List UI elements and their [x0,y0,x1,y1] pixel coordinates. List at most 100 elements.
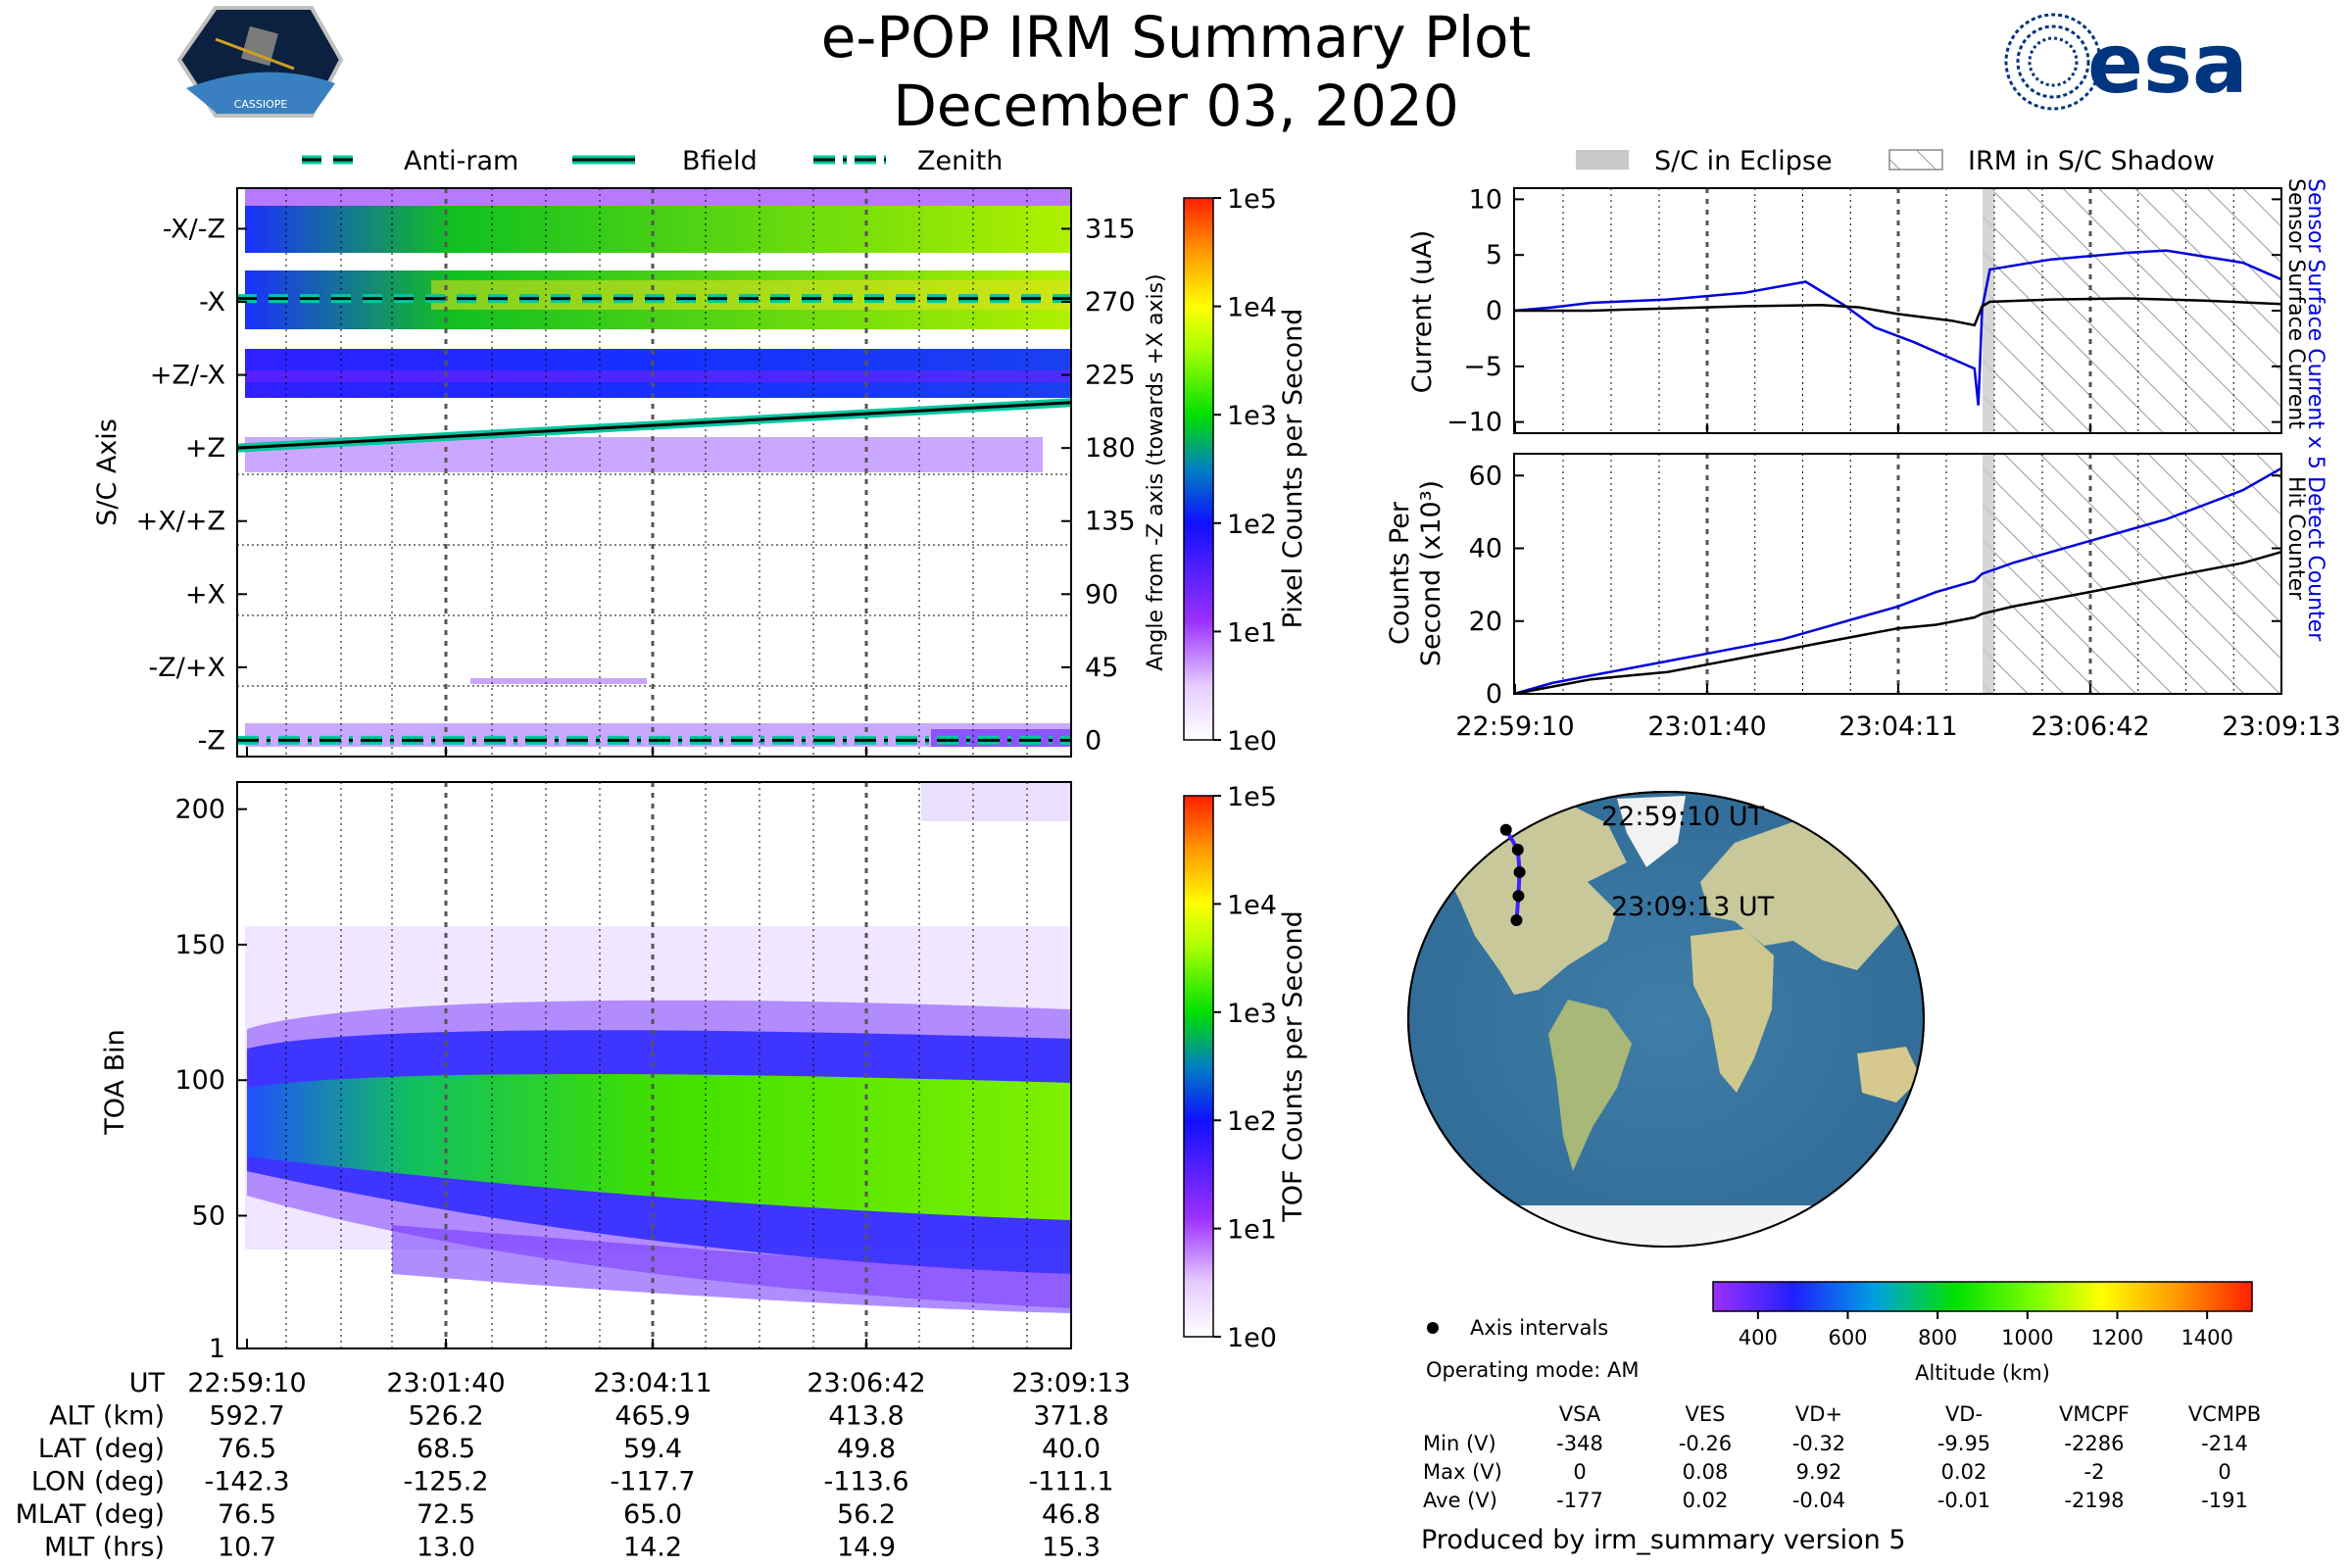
angle-tick-label: 270 [1085,287,1136,318]
ephemeris-cell: 23:04:11 [593,1368,711,1398]
colorbar-tick-label: 1e5 [1227,782,1277,812]
counts-ylabel-line2: Second (x10³) [1416,480,1446,666]
world-map: 22:59:10 UT 23:09:13 UT [1407,791,1925,1248]
axis-intervals-label: Axis intervals [1470,1316,1608,1340]
cassiope-patch-text: CASSIOPE [234,98,288,111]
ephemeris-cell: -117.7 [610,1467,695,1497]
ephemeris-cell: 10.7 [218,1533,276,1563]
header: CASSIOPE e-POP IRM Summary Plot December… [176,4,2248,139]
time-tick-label: 23:04:11 [1838,711,1957,742]
toa-low-band [392,1225,1071,1313]
line-panel-tick-label: −5 [1463,352,1502,382]
sc-axis-tick-label: -X/-Z [163,214,225,244]
operating-mode: Operating mode: AM [1426,1358,1639,1382]
voltage-column-header: VD- [1945,1402,1983,1426]
angle-tick-label: 45 [1085,653,1118,683]
ephemeris-cell: 371.8 [1033,1401,1108,1432]
ephemeris-cell: 56.2 [837,1499,896,1530]
angle-tick-label: 315 [1085,214,1136,244]
counts-panel: Counts Per Second (x10³) 60 40 20 0 Detect … [1385,453,2341,742]
altitude-tick-label: 1000 [2001,1326,2053,1349]
track-point [1512,890,1525,903]
colorbar-tick-label: 1e1 [1227,617,1277,648]
current-panel: Current (uA) 10 5 0 −5 −10 Sensor Surface Cu… [1407,178,2328,469]
line-panel-tick-label: 0 [1486,296,1502,326]
ephemeris-cell: 68.5 [416,1434,475,1464]
altitude-tick-label: 400 [1739,1326,1778,1349]
voltage-cell: -9.95 [1937,1432,1990,1455]
ephemeris-cell: 413.8 [828,1401,904,1432]
current-ylabel: Current (uA) [1407,230,1438,394]
ephemeris-cell: 76.5 [218,1499,276,1530]
voltage-cell: -2 [2084,1460,2105,1484]
altitude-tick-label: 600 [1828,1326,1867,1349]
altitude-tick-label: 1200 [2091,1326,2143,1349]
voltage-cell: 0.02 [1941,1460,1987,1484]
line-panel-tick-label: 20 [1469,607,1502,637]
continent-greenland [1617,796,1686,867]
legend-orientation: Anti-ram Bfield Zenith [302,146,1003,176]
toa-tick-label: 50 [192,1200,225,1231]
voltage-cell: -0.04 [1792,1489,1845,1512]
toa-ylabel: TOA Bin [100,1029,130,1135]
ephemeris-cell: -113.6 [823,1467,908,1497]
voltage-cell: 0.08 [1683,1460,1729,1484]
altitude-colorbar-label: Altitude (km) [1915,1361,2050,1385]
altitude-tick-label: 1400 [2180,1326,2232,1349]
cassiope-mission-patch-icon: CASSIOPE [176,6,344,118]
altitude-tick-label: 800 [1918,1326,1957,1349]
toa-tick-label: 100 [174,1065,225,1096]
voltage-table: VSA VES VD+ VD- VMCPF VCMPB Min (V) -348 -0.26 -0… [1423,1402,2261,1512]
legend-shadow-label: IRM in S/C Shadow [1968,146,2215,176]
voltage-row-label: Max (V) [1423,1460,1502,1484]
voltage-cell: -177 [1556,1489,1603,1512]
voltage-column-header: VES [1686,1402,1726,1426]
info-section: Axis intervals Operating mode: AM VSA VES… [1421,1316,2261,1555]
series-detect-counter [1513,466,2282,696]
ephemeris-cell: 23:06:42 [807,1368,925,1398]
altitude-colorbar: 400 600 800 1000 1200 1400 Altitude (km) [1712,1281,2253,1385]
footer-text: Produced by irm_summary version 5 [1421,1525,1906,1555]
ephemeris-row-label: MLT (hrs) [44,1533,165,1563]
voltage-cell: -2198 [2064,1489,2124,1512]
sc-axis-tick-label: +Z/-X [150,361,225,391]
sc-axis-tick-label: -Z/+X [149,653,225,683]
voltage-cell: -0.26 [1679,1432,1732,1455]
toa-tick-label: 1 [209,1334,225,1364]
sc-axis-tick-label: -X [199,287,225,318]
angle-tick-label: 0 [1085,725,1102,756]
ephemeris-cell: 14.9 [837,1533,896,1563]
track-point [1499,823,1512,836]
ephemeris-cell: 15.3 [1042,1533,1101,1563]
voltage-column-header: VSA [1559,1402,1601,1426]
legend-eclipse-label: S/C in Eclipse [1654,146,1833,176]
legend-bfield-label: Bfield [682,146,758,176]
colorbar-tick-label: 1e3 [1227,401,1277,431]
colorbar-tick-label: 1e1 [1227,1215,1277,1246]
voltage-cell: 9.92 [1796,1460,1842,1484]
pixel-counts-colorbar: 1e0 1e1 1e2 1e3 1e4 1e5 Pixel Counts per Seco… [1183,184,1308,757]
track-end-label: 23:09:13 UT [1611,892,1775,922]
voltage-row-label: Ave (V) [1423,1489,1497,1512]
series-sensor-surface-current [1514,297,2282,327]
legend-shadow: S/C in Eclipse IRM in S/C Shadow [1576,146,2215,176]
colorbar-tick-label: 1e4 [1227,890,1277,920]
satellite-track [1499,823,1526,926]
time-tick-label: 23:09:13 [2222,711,2340,742]
colorbar-tick-label: 1e0 [1227,1323,1277,1353]
ephemeris-cell: -142.3 [204,1467,289,1497]
sc-axis-tick-label: +Z [185,433,225,464]
colorbar-tick-label: 1e2 [1227,510,1277,540]
ephemeris-cell: 65.0 [623,1499,682,1530]
series-hit-counter [1513,550,2282,696]
legend-zenith-label: Zenith [917,146,1003,176]
continent-antarctica [1421,1205,1911,1247]
counts-ylabel-line1: Counts Per [1385,501,1415,645]
time-tick-label: 23:06:42 [2031,711,2149,742]
colorbar-tick-label: 1e0 [1227,726,1277,757]
ephemeris-cell: -125.2 [403,1467,488,1497]
time-tick-label: 22:59:10 [1455,711,1574,742]
